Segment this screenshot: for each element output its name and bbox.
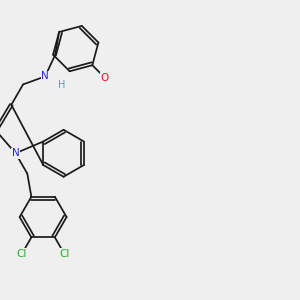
Text: O: O xyxy=(101,73,109,83)
Text: Cl: Cl xyxy=(17,249,27,259)
Text: N: N xyxy=(12,148,20,158)
Text: Cl: Cl xyxy=(59,249,70,259)
Text: H: H xyxy=(58,80,66,89)
Text: N: N xyxy=(41,71,49,81)
